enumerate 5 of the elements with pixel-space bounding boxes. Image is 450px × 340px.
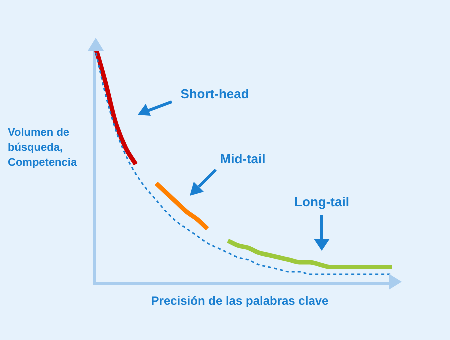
- annotation: Short-head: [180, 86, 250, 102]
- x-axis-title: Precisión de las palabras clave: [150, 294, 330, 308]
- y-axis-title: Volumen de búsqueda, Competencia: [8, 126, 78, 171]
- annotation: Mid-tail: [220, 152, 266, 167]
- annotation: Long-tail: [294, 194, 350, 210]
